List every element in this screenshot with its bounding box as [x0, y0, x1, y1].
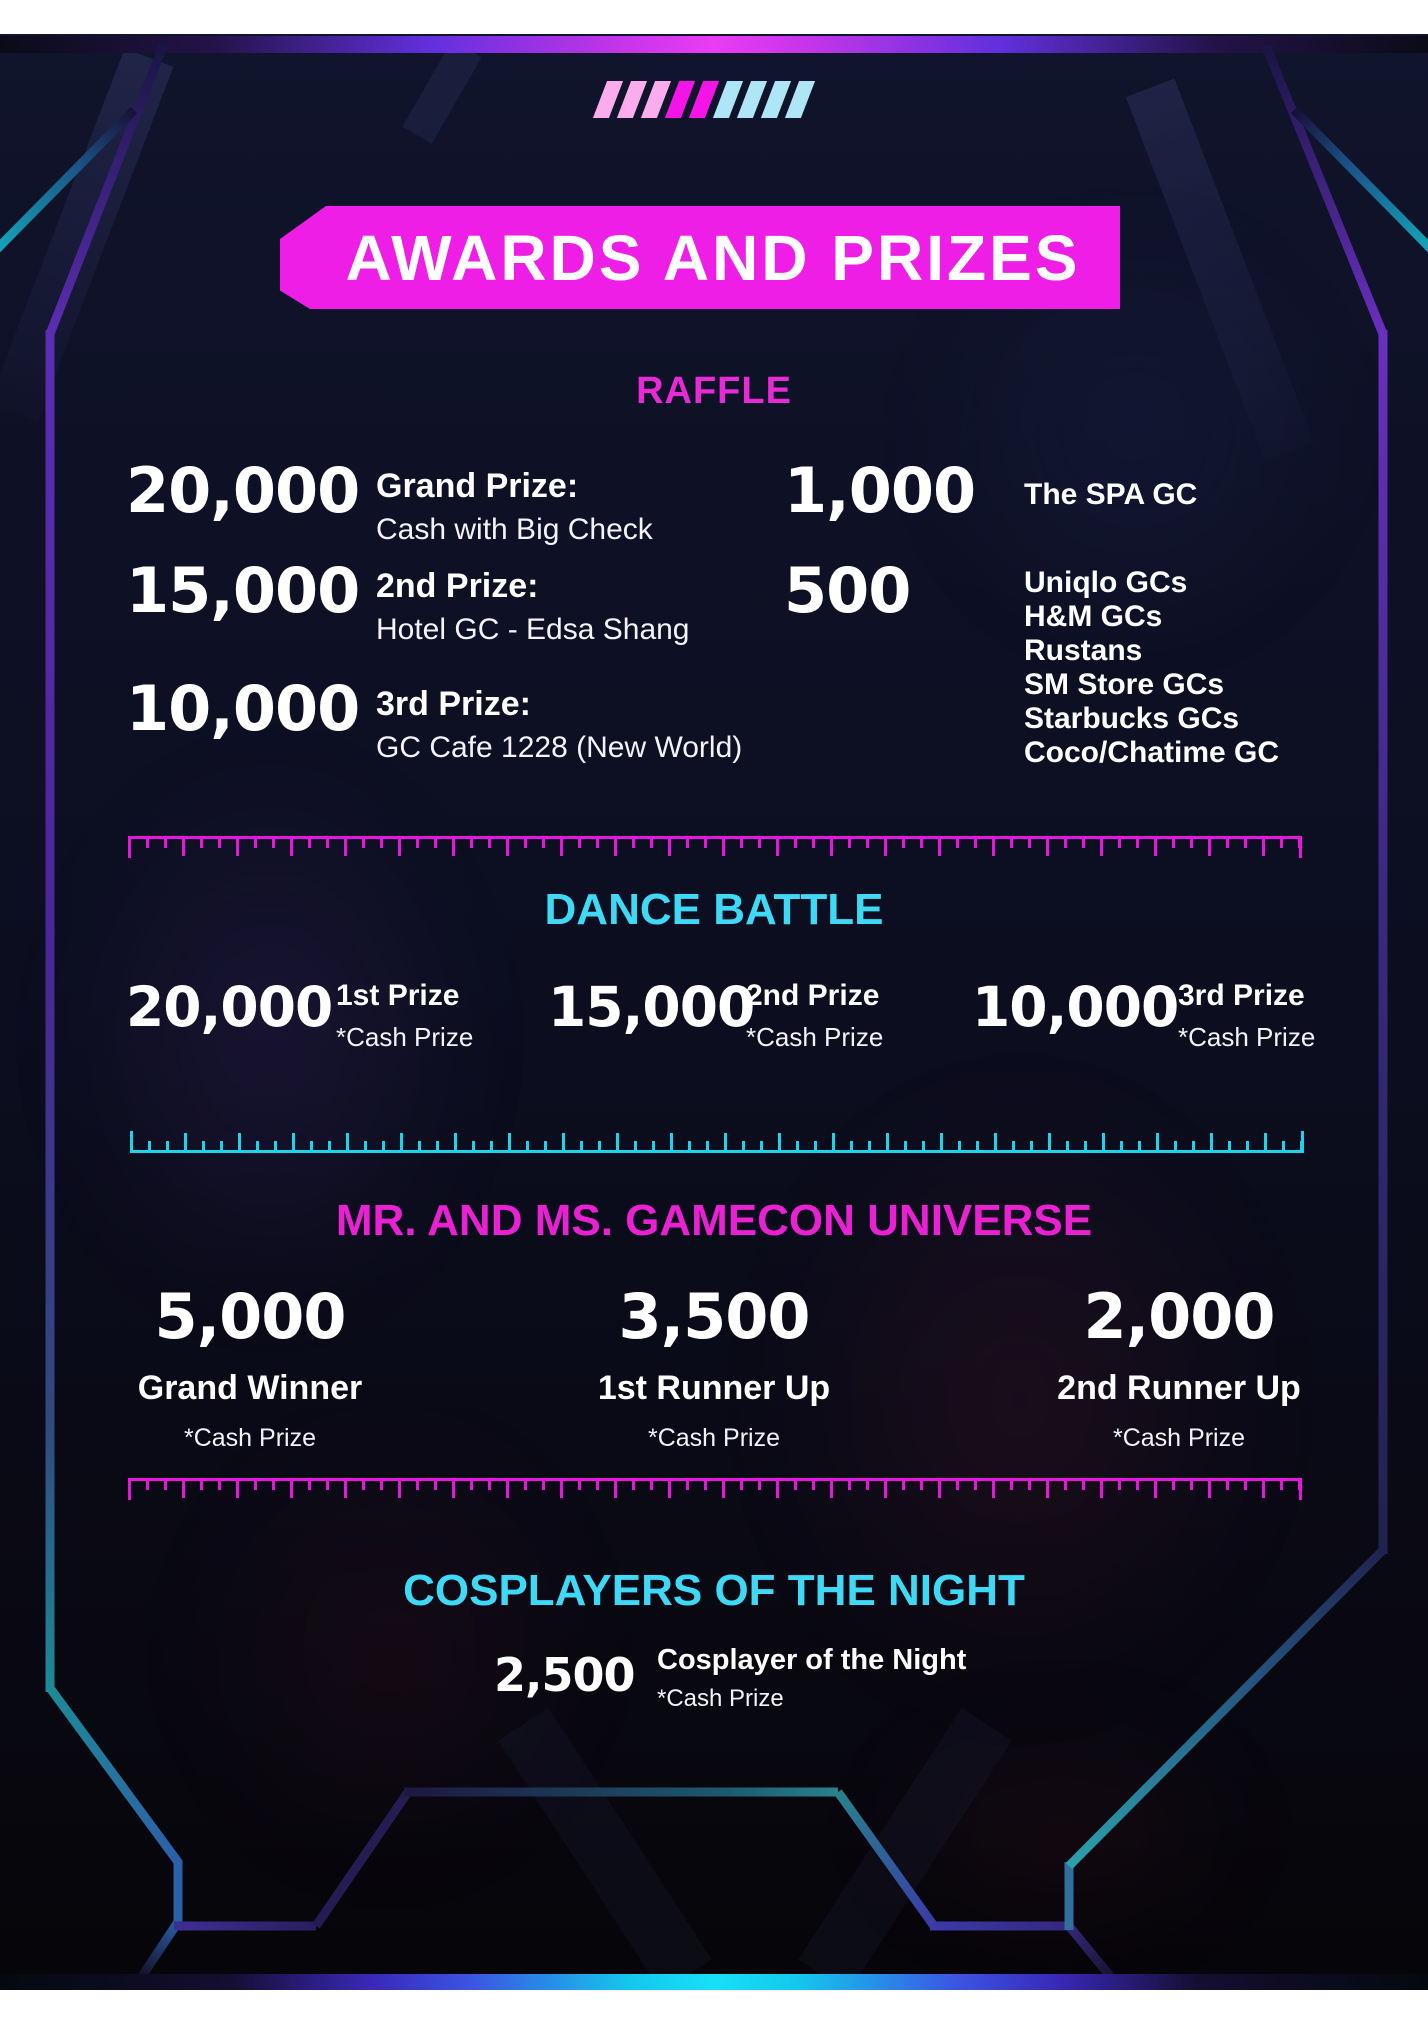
- raffle-side-list-item: SM Store GCs: [1024, 668, 1225, 701]
- raffle-side-amount-1000: 1,000: [784, 454, 976, 527]
- top-white-margin: [0, 0, 1428, 36]
- gamecon-2nd-runner-note: *Cash Prize: [1113, 1424, 1245, 1452]
- raffle-side-list-item: Rustans: [1024, 634, 1143, 667]
- dance-1st-label: 1st Prize: [336, 979, 460, 1012]
- raffle-grand-label: Grand Prize:: [376, 467, 579, 505]
- bottom-white-margin: [0, 1990, 1428, 2028]
- raffle-3rd-label: 3rd Prize:: [376, 685, 531, 723]
- cosplayers-title: COSPLAYERS OF THE NIGHT: [403, 1566, 1025, 1615]
- dance-1st-amount: 20,000: [126, 975, 333, 1039]
- divider-ruler-magenta-1: [128, 836, 1302, 861]
- dance-2nd-note: *Cash Prize: [746, 1022, 884, 1052]
- dance-3rd-labels: 3rd Prize *Cash Prize: [1178, 979, 1316, 1052]
- raffle-side-list-item: Coco/Chatime GC: [1024, 736, 1280, 769]
- raffle-3rd-detail: GC Cafe 1228 (New World): [376, 730, 743, 764]
- dance-2nd-amount: 15,000: [548, 975, 755, 1039]
- raffle-3rd-amount: 10,000: [126, 672, 360, 745]
- raffle-2nd-label: 2nd Prize:: [376, 567, 539, 605]
- raffle-grand-amount: 20,000: [126, 454, 360, 527]
- gamecon-1st-runner-amount: 3,500: [618, 1280, 810, 1353]
- bottom-gradient-bar: [0, 1974, 1428, 1990]
- dance-1st-labels: 1st Prize *Cash Prize: [336, 979, 474, 1052]
- gamecon-1st-runner-note: *Cash Prize: [648, 1424, 780, 1452]
- gamecon-1st-runner-label: 1st Runner Up: [597, 1369, 831, 1407]
- gamecon-grand-amount: 5,000: [154, 1280, 346, 1353]
- gamecon-universe-title: MR. AND MS. GAMECON UNIVERSE: [335, 1196, 1093, 1245]
- cosplayer-label: Cosplayer of the Night: [657, 1644, 967, 1676]
- gamecon-grand-note: *Cash Prize: [184, 1424, 316, 1452]
- raffle-title: RAFFLE: [636, 370, 792, 412]
- raffle-side-list: Uniqlo GCs H&M GCs Rustans SM Store GCs …: [1024, 566, 1279, 770]
- divider-ruler-magenta-2: [128, 1478, 1302, 1503]
- raffle-grand-detail: Cash with Big Check: [376, 512, 653, 546]
- raffle-side-list-item: H&M GCs: [1024, 600, 1163, 633]
- raffle-side-item-spa: The SPA GC: [1024, 478, 1198, 511]
- top-gradient-bar: [0, 36, 1428, 53]
- raffle-grand-labels: Grand Prize: Cash with Big Check: [376, 468, 653, 548]
- gamecon-1st-runner-column: 3,500 1st Runner Up *Cash Prize: [564, 1286, 864, 1451]
- raffle-side-list-item: Starbucks GCs: [1024, 702, 1240, 735]
- gamecon-2nd-runner-label: 2nd Runner Up: [1057, 1369, 1301, 1407]
- gamecon-grand-label: Grand Winner: [137, 1369, 363, 1407]
- dance-3rd-label: 3rd Prize: [1178, 979, 1305, 1012]
- dance-2nd-label: 2nd Prize: [746, 979, 880, 1012]
- dance-2nd-labels: 2nd Prize *Cash Prize: [746, 979, 884, 1052]
- raffle-2nd-labels: 2nd Prize: Hotel GC - Edsa Shang: [376, 568, 690, 648]
- gamecon-grand-winner-column: 5,000 Grand Winner *Cash Prize: [100, 1286, 400, 1451]
- divider-ruler-cyan: [130, 1128, 1304, 1153]
- cosplayer-amount: 2,500: [494, 1648, 636, 1702]
- dance-3rd-amount: 10,000: [972, 975, 1179, 1039]
- decor-slashes: [592, 81, 816, 118]
- poster-background: [0, 34, 1428, 1992]
- dance-1st-note: *Cash Prize: [336, 1022, 474, 1052]
- raffle-2nd-detail: Hotel GC - Edsa Shang: [376, 612, 690, 646]
- raffle-2nd-amount: 15,000: [126, 554, 360, 627]
- raffle-side-amount-500: 500: [784, 554, 911, 627]
- gamecon-2nd-runner-amount: 2,000: [1083, 1280, 1275, 1353]
- gamecon-2nd-runner-column: 2,000 2nd Runner Up *Cash Prize: [1029, 1286, 1329, 1451]
- raffle-3rd-labels: 3rd Prize: GC Cafe 1228 (New World): [376, 686, 742, 766]
- title-banner-label: AWARDS AND PRIZES: [345, 221, 1081, 294]
- dance-3rd-note: *Cash Prize: [1178, 1022, 1316, 1052]
- cosplayer-labels: Cosplayer of the Night *Cash Prize: [657, 1646, 966, 1711]
- title-banner: AWARDS AND PRIZES: [280, 206, 1120, 309]
- cosplayer-note: *Cash Prize: [657, 1685, 784, 1712]
- dance-battle-title: DANCE BATTLE: [544, 885, 884, 934]
- raffle-side-list-item: Uniqlo GCs: [1024, 566, 1188, 599]
